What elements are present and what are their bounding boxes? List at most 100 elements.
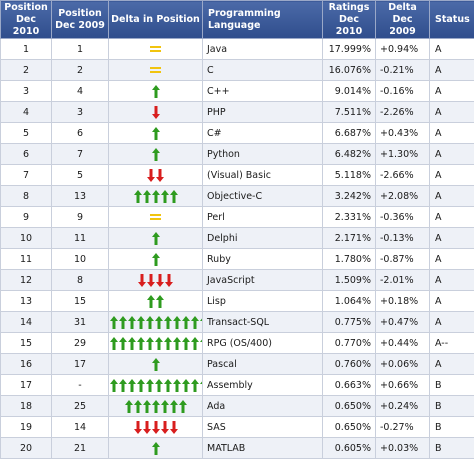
header-delta[interactable]: Delta Dec 2009: [375, 0, 430, 39]
delta-position-cell: [108, 38, 203, 60]
delta-position-cell: [108, 143, 203, 165]
status-cell: A: [429, 122, 474, 144]
header-status[interactable]: Status: [429, 0, 474, 39]
arrow-up-icon: [151, 441, 160, 455]
arrow-up-icon: [169, 399, 178, 413]
delta-position-cell: [108, 206, 203, 228]
delta-position-cell: [108, 395, 203, 417]
delta-cell: +0.94%: [375, 38, 430, 60]
language-cell: C#: [202, 122, 323, 144]
delta-cell: -0.21%: [375, 59, 430, 81]
header-position-2009[interactable]: Position Dec 2009: [51, 0, 109, 39]
rating-cell: 0.605%: [322, 437, 376, 459]
arrow-up-icon: [156, 294, 164, 308]
arrow-up-icon: [145, 378, 154, 392]
arrow-up-icon: [118, 336, 127, 350]
status-cell: A: [429, 101, 474, 123]
arrow-up-icon: [190, 315, 199, 329]
rating-cell: 0.663%: [322, 374, 376, 396]
delta-cell: -2.01%: [375, 269, 430, 291]
position-2010-cell: 16: [0, 353, 52, 375]
rating-cell: 0.760%: [322, 353, 376, 375]
arrow-up-icon: [142, 399, 151, 413]
position-2010-cell: 20: [0, 437, 52, 459]
position-2010-cell: 13: [0, 290, 52, 312]
position-2009-cell: 9: [51, 206, 109, 228]
status-cell: A: [429, 311, 474, 333]
delta-cell: -0.36%: [375, 206, 430, 228]
equal-icon: [150, 66, 161, 74]
rating-cell: 1.780%: [322, 248, 376, 270]
arrow-up-icon: [163, 336, 172, 350]
table-row: 11 10 Ruby 1.780% -0.87% A: [0, 248, 474, 270]
position-2010-cell: 11: [0, 248, 52, 270]
position-2010-cell: 12: [0, 269, 52, 291]
arrow-up-icon: [160, 189, 169, 203]
table-row: 4 3 PHP 7.511% -2.26% A: [0, 101, 474, 123]
delta-cell: +0.18%: [375, 290, 430, 312]
position-2009-cell: 1: [51, 38, 109, 60]
status-cell: B: [429, 437, 474, 459]
arrow-up-icon: [151, 84, 160, 98]
arrow-up-icon: [190, 336, 199, 350]
delta-position-cell: [108, 122, 203, 144]
arrow-up-icon: [151, 189, 160, 203]
delta-position-cell: [108, 374, 203, 396]
delta-cell: +2.08%: [375, 185, 430, 207]
arrow-up-icon: [178, 399, 187, 413]
position-2010-cell: 6: [0, 143, 52, 165]
header-ratings[interactable]: Ratings Dec 2010: [322, 0, 376, 39]
position-2009-cell: 11: [51, 227, 109, 249]
arrow-up-icon: [163, 315, 172, 329]
arrow-up-icon: [109, 378, 118, 392]
arrow-down-icon: [160, 420, 169, 434]
delta-position-cell: [108, 416, 203, 438]
language-cell: (Visual) Basic: [202, 164, 323, 186]
arrow-up-icon: [118, 315, 127, 329]
rating-cell: 0.775%: [322, 311, 376, 333]
arrow-up-icon: [151, 357, 160, 371]
arrow-up-icon: [142, 189, 151, 203]
arrow-up-icon: [136, 336, 145, 350]
arrow-up-icon: [133, 399, 142, 413]
header-language[interactable]: Programming Language: [202, 0, 323, 39]
arrow-up-icon: [181, 315, 190, 329]
arrow-up-icon: [145, 336, 154, 350]
language-cell: Delphi: [202, 227, 323, 249]
language-cell: PHP: [202, 101, 323, 123]
header-delta-position[interactable]: Delta in Position: [108, 0, 203, 39]
arrow-up-icon: [172, 378, 181, 392]
position-2010-cell: 9: [0, 206, 52, 228]
delta-position-cell: [108, 332, 203, 354]
delta-cell: -0.13%: [375, 227, 430, 249]
rating-cell: 7.511%: [322, 101, 376, 123]
status-cell: A: [429, 164, 474, 186]
table-row: 17- Assembly 0.663% +0.66% B: [0, 374, 474, 396]
delta-cell: +0.03%: [375, 437, 430, 459]
header-row: Position Dec 2010 Position Dec 2009 Delt…: [0, 0, 474, 39]
arrow-up-icon: [151, 126, 160, 140]
position-2010-cell: 1: [0, 38, 52, 60]
position-2010-cell: 4: [0, 101, 52, 123]
arrow-up-icon: [154, 336, 163, 350]
status-cell: A: [429, 59, 474, 81]
table-row: 14 31 Transact-SQL 0.775% +0.47% A: [0, 311, 474, 333]
arrow-up-icon: [163, 378, 172, 392]
delta-position-cell: [108, 437, 203, 459]
arrow-up-icon: [124, 399, 133, 413]
position-2010-cell: 15: [0, 332, 52, 354]
arrow-up-icon: [199, 379, 202, 392]
header-position-2010[interactable]: Position Dec 2010: [0, 0, 52, 39]
table-row: 19 14 SAS 0.650% -0.27% B: [0, 416, 474, 438]
arrow-up-icon: [154, 378, 163, 392]
arrow-up-icon: [181, 336, 190, 350]
position-2009-cell: 10: [51, 248, 109, 270]
rating-cell: 2.171%: [322, 227, 376, 249]
arrow-up-icon: [172, 315, 181, 329]
delta-cell: +0.66%: [375, 374, 430, 396]
arrow-up-icon: [127, 336, 136, 350]
position-2009-cell: 17: [51, 353, 109, 375]
arrow-up-icon: [190, 378, 199, 392]
language-cell: Java: [202, 38, 323, 60]
